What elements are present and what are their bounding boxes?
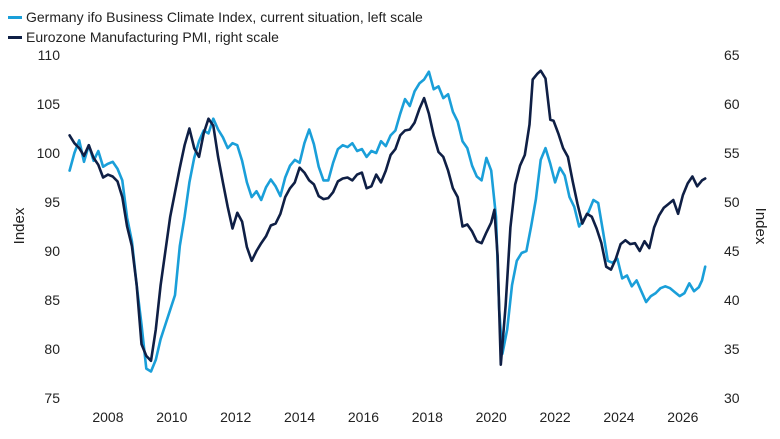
left-tick-label: 90	[44, 243, 60, 259]
x-tick-label: 2012	[220, 409, 251, 425]
ifo-series-line	[68, 70, 707, 373]
legend-item-pmi: Eurozone Manufacturing PMI, right scale	[8, 27, 423, 47]
right-tick-label: 30	[724, 390, 740, 406]
x-tick-label: 2024	[603, 409, 634, 425]
left-axis-ticks: 75 80 85 90 95 100 105 110	[37, 47, 61, 406]
legend-label-ifo: Germany ifo Business Climate Index, curr…	[26, 9, 423, 25]
x-tick-label: 2020	[476, 409, 507, 425]
right-tick-label: 50	[724, 194, 740, 210]
x-axis-ticks: 2008 2010 2012 2014 2016 2018 2020 2022 2024 2026	[92, 409, 698, 425]
right-tick-label: 60	[724, 96, 740, 112]
left-tick-label: 95	[44, 194, 60, 210]
legend-swatch-ifo	[8, 15, 22, 19]
x-tick-label: 2022	[540, 409, 571, 425]
pmi-series-line	[68, 69, 707, 366]
left-axis-title: Index	[11, 207, 28, 244]
x-tick-label: 2026	[667, 409, 698, 425]
legend: Germany ifo Business Climate Index, curr…	[8, 7, 423, 47]
x-tick-label: 2008	[92, 409, 123, 425]
left-tick-label: 85	[44, 292, 60, 308]
left-tick-label: 100	[37, 145, 61, 161]
legend-item-ifo: Germany ifo Business Climate Index, curr…	[8, 7, 423, 27]
left-tick-label: 75	[44, 390, 60, 406]
x-tick-label: 2016	[348, 409, 379, 425]
right-axis-title: Index	[752, 208, 769, 245]
x-tick-label: 2014	[284, 409, 315, 425]
right-tick-label: 45	[724, 243, 740, 259]
right-tick-label: 40	[724, 292, 740, 308]
right-tick-label: 55	[724, 145, 740, 161]
right-tick-label: 35	[724, 341, 740, 357]
right-tick-label: 65	[724, 47, 740, 63]
legend-label-pmi: Eurozone Manufacturing PMI, right scale	[26, 29, 279, 45]
series-layer	[68, 69, 707, 373]
right-axis-ticks: 30 35 40 45 50 55 60 65	[724, 47, 740, 406]
legend-swatch-pmi	[8, 35, 22, 39]
x-tick-label: 2018	[412, 409, 443, 425]
x-tick-label: 2010	[156, 409, 187, 425]
left-tick-label: 105	[37, 96, 61, 112]
left-tick-label: 80	[44, 341, 60, 357]
left-tick-label: 110	[38, 47, 61, 63]
